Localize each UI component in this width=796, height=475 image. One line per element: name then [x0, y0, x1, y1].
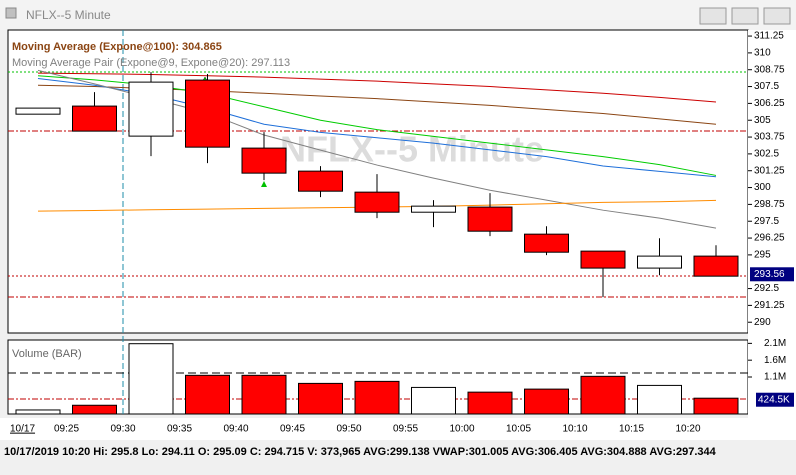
candle-body [128, 81, 174, 137]
volume-bar [298, 382, 343, 415]
x-tick-label: 10:00 [449, 424, 474, 435]
y-tick-label: 1.1M [764, 372, 786, 383]
maximize-button[interactable] [731, 7, 759, 25]
candle-body [467, 206, 513, 232]
x-tick-label: 09:50 [336, 424, 361, 435]
close-button[interactable] [763, 7, 791, 25]
candle-body [411, 205, 456, 213]
candle-body [580, 250, 626, 269]
y-tick-label: 306.25 [754, 98, 785, 109]
y-tick-label: 298.75 [754, 199, 785, 210]
status-text: 10/17/2019 10:20 Hi: 295.8 Lo: 294.11 O:… [4, 446, 717, 458]
y-tick-label: 301.25 [754, 165, 785, 176]
x-tick-label: 09:25 [54, 424, 79, 435]
candle-body [298, 170, 343, 192]
window-title: NFLX--5 Minute [26, 8, 111, 22]
volume-bar [15, 409, 61, 415]
volume-bar [185, 374, 230, 415]
signal-marker [261, 181, 267, 187]
candle-body [241, 147, 287, 174]
y-tick-label: 295 [754, 250, 771, 261]
y-tick-label: 2.1M [764, 338, 786, 349]
candle-body [637, 255, 682, 269]
y-tick-label: 310 [754, 48, 771, 59]
x-tick-label: 10:05 [506, 424, 531, 435]
y-tick-label: 302.5 [754, 149, 779, 160]
time-axis [0, 418, 796, 440]
last-volume-box [756, 392, 794, 407]
y-tick-label: 290 [754, 317, 771, 328]
volume-bar [580, 375, 626, 415]
last-volume-label: 424.5K [758, 394, 790, 405]
last-price-label: 293.56 [754, 269, 785, 280]
x-tick-label: 09:30 [110, 424, 135, 435]
volume-bar [693, 397, 739, 415]
candle-body [15, 107, 61, 115]
y-tick-label: 297.5 [754, 216, 779, 227]
volume-bar [524, 388, 569, 415]
last-price-box [750, 267, 794, 282]
volume-bar [128, 343, 174, 415]
x-tick-label: 09:55 [393, 424, 418, 435]
y-tick-label: 305 [754, 115, 771, 126]
indicator-label: Moving Average Pair (Expone@9, Expone@20… [12, 57, 290, 69]
candle-body [354, 191, 400, 213]
price-panel [7, 29, 749, 334]
y-tick-label: 1.6M [764, 355, 786, 366]
y-tick-label: 300 [754, 182, 771, 193]
x-tick-label: 09:40 [223, 424, 248, 435]
x-tick-label: 09:35 [167, 424, 192, 435]
app-icon [5, 7, 17, 19]
volume-bar [411, 386, 456, 415]
x-tick-label: 09:45 [280, 424, 305, 435]
y-tick-label: 291.25 [754, 300, 785, 311]
y-tick-label: 308.75 [754, 64, 785, 75]
y-tick-label: 292.5 [754, 283, 779, 294]
candle-body [72, 105, 117, 132]
volume-bar [354, 380, 400, 415]
volume-title: Volume (BAR) [12, 348, 82, 360]
status-bar [0, 440, 796, 475]
date-label: 10/17 [10, 424, 35, 435]
y-tick-label: 296.25 [754, 233, 785, 244]
x-tick-label: 10:10 [562, 424, 587, 435]
volume-bar [241, 374, 287, 415]
price-axis [748, 30, 796, 418]
watermark: NFLX--5 Minute [280, 129, 544, 170]
minimize-button[interactable] [699, 7, 727, 25]
y-tick-label: 311.25 [754, 31, 784, 42]
candle-body [185, 79, 230, 148]
x-tick-label: 10:20 [675, 424, 700, 435]
y-tick-label: 307.5 [754, 81, 779, 92]
volume-bar [637, 384, 682, 415]
title-bar [0, 0, 796, 30]
x-tick-label: 10:15 [619, 424, 644, 435]
volume-bar [72, 404, 117, 415]
y-tick-label: 303.75 [754, 132, 785, 143]
candle-body [524, 233, 569, 253]
indicator-label: Moving Average (Expone@100): 304.865 [12, 41, 222, 53]
volume-bar [467, 391, 513, 415]
candle-body [693, 255, 739, 277]
